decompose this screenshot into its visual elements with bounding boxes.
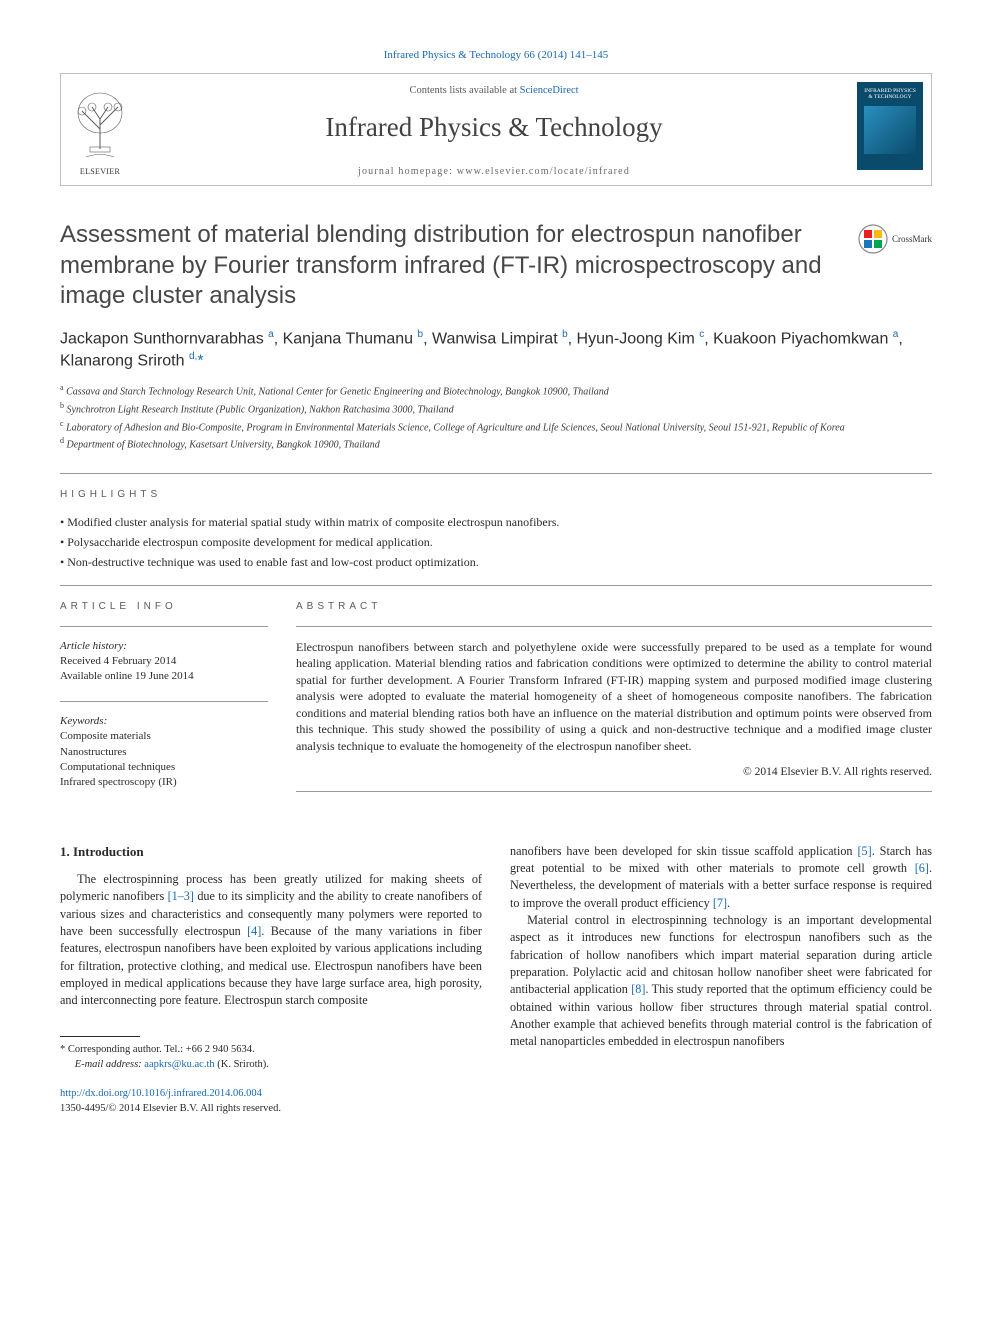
authors-line: Jackapon Sunthornvarabhas a, Kanjana Thu… — [60, 328, 932, 372]
ref-link-1-3[interactable]: [1–3] — [168, 889, 194, 903]
sciencedirect-link[interactable]: ScienceDirect — [520, 85, 579, 96]
intro-para-1: The electrospinning process has been gre… — [60, 871, 482, 1010]
abstract-label: ABSTRACT — [296, 600, 932, 614]
citation-link[interactable]: Infrared Physics & Technology 66 (2014) … — [384, 49, 609, 61]
affiliation-line: c Laboratory of Adhesion and Bio-Composi… — [60, 418, 932, 436]
title-row: Assessment of material blending distribu… — [60, 220, 932, 312]
ref-link-8[interactable]: [8] — [631, 982, 645, 996]
intro-para-1-cont: nanofibers have been developed for skin … — [510, 843, 932, 912]
email-suffix: (K. Sriroth). — [215, 1059, 269, 1070]
history-label: Article history: — [60, 639, 268, 654]
ref-link-4[interactable]: [4] — [247, 924, 261, 938]
affiliation-line: b Synchrotron Light Research Institute (… — [60, 400, 932, 418]
publisher-logo-block: ELSEVIER — [61, 74, 139, 184]
affiliation-line: d Department of Biotechnology, Kasetsart… — [60, 435, 932, 453]
cm-tl — [864, 230, 872, 238]
issn-copyright: 1350-4495/© 2014 Elsevier B.V. All right… — [60, 1103, 281, 1114]
keyword-item: Nanostructures — [60, 745, 268, 760]
info-abstract-row: ARTICLE INFO Article history: Received 4… — [60, 586, 932, 807]
online-date: Available online 19 June 2014 — [60, 669, 268, 684]
crossmark-icon — [858, 224, 888, 254]
journal-homepage: journal homepage: www.elsevier.com/locat… — [143, 165, 845, 179]
page-container: Infrared Physics & Technology 66 (2014) … — [0, 0, 992, 1146]
keywords-block: Keywords: Composite materialsNanostructu… — [60, 714, 268, 791]
email-label: E-mail address: — [75, 1059, 145, 1070]
journal-cover-thumb: INFRARED PHYSICS & TECHNOLOGY — [857, 82, 923, 170]
affiliation-line: a Cassava and Starch Technology Research… — [60, 382, 932, 400]
highlight-item: Modified cluster analysis for material s… — [60, 514, 932, 531]
cm-tr — [874, 230, 882, 238]
keyword-item: Infrared spectroscopy (IR) — [60, 775, 268, 790]
article-info-label: ARTICLE INFO — [60, 600, 268, 614]
highlights-label: HIGHLIGHTS — [60, 488, 932, 502]
elsevier-tree-icon — [70, 89, 130, 159]
header-center: Contents lists available at ScienceDirec… — [139, 74, 849, 184]
article-info-column: ARTICLE INFO Article history: Received 4… — [60, 586, 268, 807]
contents-line: Contents lists available at ScienceDirec… — [143, 84, 845, 99]
keyword-item: Computational techniques — [60, 760, 268, 775]
crossmark-badge[interactable]: CrossMark — [858, 224, 932, 254]
ref-link-5[interactable]: [5] — [857, 844, 871, 858]
citation-line: Infrared Physics & Technology 66 (2014) … — [60, 48, 932, 63]
journal-title: Infrared Physics & Technology — [143, 109, 845, 147]
corresponding-line: * Corresponding author. Tel.: +66 2 940 … — [60, 1043, 482, 1058]
highlight-item: Non-destructive technique was used to en… — [60, 554, 932, 571]
cm-br — [864, 240, 872, 248]
article-history: Article history: Received 4 February 201… — [60, 639, 268, 685]
cover-label-2: & TECHNOLOGY — [868, 94, 911, 100]
journal-header: ELSEVIER Contents lists available at Sci… — [60, 73, 932, 185]
footer-divider — [60, 1036, 140, 1037]
corresponding-email-link[interactable]: aapkrs@ku.ac.th — [144, 1059, 214, 1070]
ref-link-7[interactable]: [7] — [713, 896, 727, 910]
highlights-list: Modified cluster analysis for material s… — [60, 514, 932, 570]
cover-image-placeholder — [864, 106, 916, 154]
corresponding-author-footer: * Corresponding author. Tel.: +66 2 940 … — [60, 1036, 482, 1117]
affiliations-block: a Cassava and Starch Technology Research… — [60, 382, 932, 453]
abstract-copyright: © 2014 Elsevier B.V. All rights reserved… — [296, 764, 932, 780]
abstract-column: ABSTRACT Electrospun nanofibers between … — [296, 586, 932, 807]
cover-thumb-block: INFRARED PHYSICS & TECHNOLOGY — [849, 74, 931, 184]
ref-link-6[interactable]: [6] — [915, 861, 929, 875]
intro-para-2: Material control in electrospinning tech… — [510, 912, 932, 1051]
doi-link[interactable]: http://dx.doi.org/10.1016/j.infrared.201… — [60, 1088, 262, 1099]
publisher-label: ELSEVIER — [70, 166, 130, 177]
article-title: Assessment of material blending distribu… — [60, 220, 840, 312]
received-date: Received 4 February 2014 — [60, 654, 268, 669]
crossmark-label: CrossMark — [892, 233, 932, 246]
highlight-item: Polysaccharide electrospun composite dev… — [60, 534, 932, 551]
cm-bl — [874, 240, 882, 248]
abstract-text: Electrospun nanofibers between starch an… — [296, 639, 932, 755]
section-heading-intro: 1. Introduction — [60, 843, 482, 861]
keywords-label: Keywords: — [60, 714, 268, 729]
contents-prefix: Contents lists available at — [409, 85, 519, 96]
divider-rule — [60, 473, 932, 474]
body-text: 1. Introduction The electrospinning proc… — [60, 843, 932, 1117]
keyword-item: Composite materials — [60, 729, 268, 744]
